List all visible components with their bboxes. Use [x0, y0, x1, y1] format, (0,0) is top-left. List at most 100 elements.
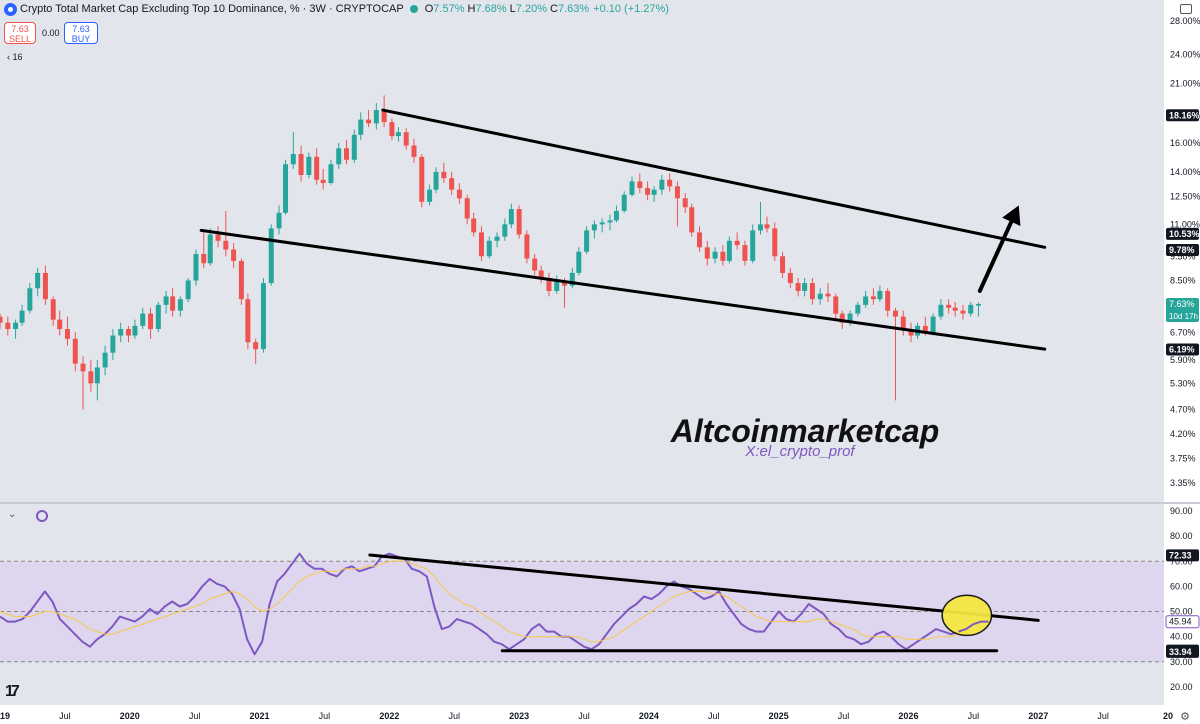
candle — [847, 310, 853, 326]
candle-body — [607, 220, 613, 223]
candle — [524, 230, 530, 264]
price-axis-tick-label: 3.35% — [1170, 478, 1196, 488]
trendline-upper[interactable] — [381, 108, 1047, 249]
candle — [734, 232, 740, 250]
candle — [177, 296, 183, 317]
candle — [780, 251, 786, 278]
price-axis-tick-label: 24.00% — [1170, 50, 1200, 60]
price-tag — [1166, 109, 1199, 122]
time-axis-tick-label: Jul — [319, 711, 331, 721]
candle — [5, 316, 11, 336]
candle — [817, 288, 823, 305]
indicator-collapse-icon[interactable]: ⌄ — [8, 509, 17, 520]
candle — [328, 159, 334, 185]
candle-body — [621, 194, 627, 211]
candle-body — [946, 304, 952, 308]
candle-body — [118, 329, 124, 336]
rsi-indicator-icon[interactable] — [36, 510, 48, 522]
candle — [689, 203, 695, 237]
candle-body — [163, 296, 169, 305]
candle-body — [516, 209, 522, 235]
sell-button[interactable]: 7.63 SELL — [4, 22, 36, 44]
candle — [659, 175, 665, 195]
candle-body — [524, 234, 530, 259]
candle-body — [930, 316, 936, 333]
candle-body — [94, 367, 100, 384]
candle-body — [554, 280, 560, 291]
price-axis-tick-label: 16.00% — [1170, 138, 1200, 148]
candle-body — [464, 198, 470, 219]
candle-body — [50, 299, 56, 320]
low-label: L — [509, 3, 516, 15]
rsi-value-tag-label: 45.94 — [1169, 617, 1192, 627]
price-tag-label: 7.63% — [1169, 299, 1195, 309]
candle-body — [0, 316, 3, 323]
candle — [976, 302, 982, 317]
time-axis-tick-label: Jul — [968, 711, 980, 721]
price-axis-tick-label: 5.30% — [1170, 378, 1196, 388]
candle-body — [42, 272, 48, 300]
candle — [163, 290, 169, 314]
candle-body — [170, 296, 176, 311]
highlight-ellipse[interactable] — [941, 594, 993, 637]
fullscreen-icon[interactable] — [1180, 4, 1192, 14]
candle — [102, 345, 108, 376]
candle-body — [80, 363, 86, 372]
candle — [629, 176, 635, 197]
rsi-trendline-upper[interactable] — [368, 553, 1040, 622]
candle — [946, 299, 952, 314]
candle-body — [833, 296, 839, 314]
candle-body — [870, 296, 876, 300]
tradingview-logo-icon: 17 — [5, 683, 20, 700]
candle — [674, 181, 680, 227]
candle-body — [427, 189, 433, 202]
candle-body — [441, 171, 447, 179]
symbol-title[interactable]: Crypto Total Market Cap Excluding Top 10… — [20, 3, 404, 15]
trendline-lower[interactable] — [199, 228, 1047, 351]
candle-body — [419, 156, 425, 202]
candle-body — [494, 236, 500, 241]
volume-toggle[interactable]: ‹ 16 — [7, 52, 23, 62]
candle-body — [155, 304, 161, 330]
candle-body — [132, 325, 138, 336]
candle — [140, 307, 146, 330]
candle-body — [885, 290, 891, 311]
candle — [682, 193, 688, 213]
candle-body — [298, 153, 304, 176]
candle — [877, 285, 883, 302]
candle-body — [358, 119, 364, 135]
candle-body — [922, 325, 928, 333]
candle — [344, 140, 350, 165]
candle-body — [938, 304, 944, 317]
candle-body — [825, 293, 831, 297]
candle — [419, 153, 425, 208]
candle-body — [720, 251, 726, 261]
buy-label: BUY — [71, 34, 91, 44]
candle — [336, 142, 342, 169]
candle — [712, 247, 718, 264]
buy-button[interactable]: 7.63 BUY — [64, 22, 98, 44]
settings-gear-icon[interactable]: ⚙ — [1180, 711, 1190, 723]
candle-body — [411, 145, 417, 157]
candle-body — [223, 240, 229, 250]
candle — [290, 132, 296, 169]
breakout-arrow-shaft[interactable] — [977, 219, 1014, 293]
breakout-arrow-head[interactable] — [1002, 205, 1021, 226]
candle — [538, 265, 544, 284]
price-axis-tick-label: 8.50% — [1170, 275, 1196, 285]
candle-body — [726, 240, 732, 261]
candle-body — [290, 153, 296, 165]
candle — [351, 129, 357, 163]
candle — [215, 226, 221, 248]
candle — [651, 186, 657, 202]
candle-body — [478, 232, 484, 257]
time-axis-tick-label: 2027 — [1028, 711, 1048, 721]
candle-body — [13, 322, 19, 330]
price-axis-tick-label: 12.50% — [1170, 192, 1200, 202]
candle-body — [306, 156, 312, 176]
candle — [268, 224, 274, 286]
main-pane-background — [0, 0, 1164, 503]
rsi-axis-tick-label: 50.00 — [1170, 607, 1193, 617]
candle-body — [667, 179, 673, 187]
